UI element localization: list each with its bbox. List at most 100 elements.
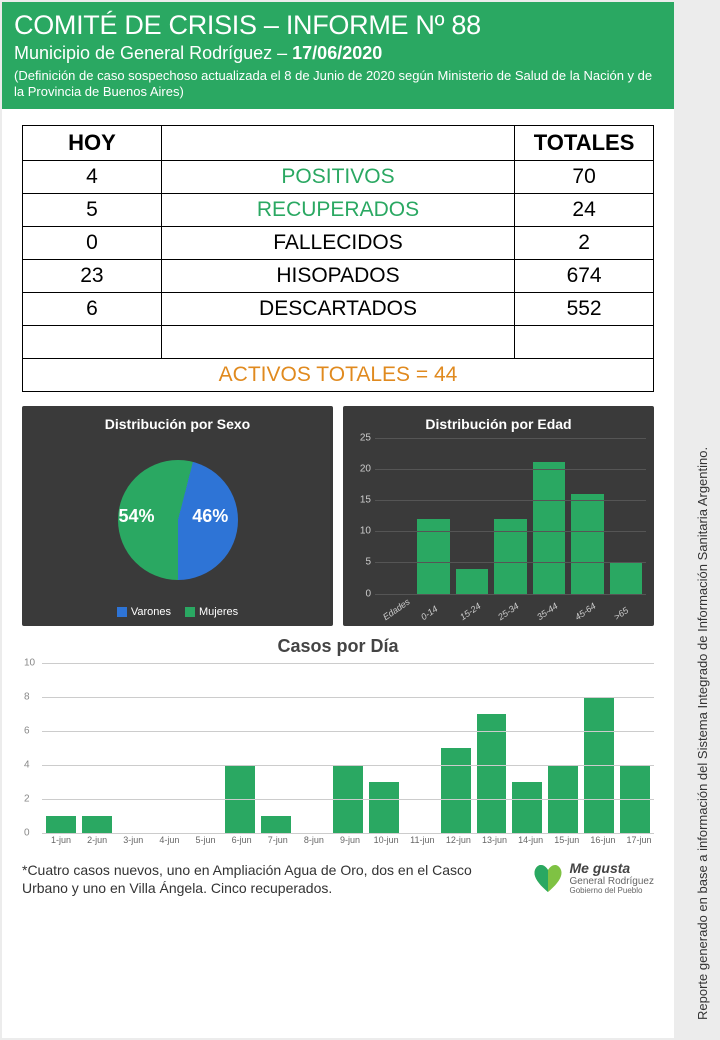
age-xlabel: 0-14: [419, 595, 451, 622]
daily-bar: [46, 816, 76, 833]
legend-item: Mujeres: [185, 606, 238, 618]
age-ylabel: 25: [353, 432, 371, 443]
table-row: 4POSITIVOS70: [23, 160, 654, 193]
daily-xlabel: 10-jun: [371, 835, 401, 845]
pie-slice-label-1: 46%: [192, 506, 228, 527]
logo-line3: Gobierno del Pueblo: [570, 887, 655, 896]
charts-row: Distribución por Sexo 54% 46% Varones Muj…: [2, 392, 674, 626]
logo-text: Me gusta General Rodríguez Gobierno del …: [570, 861, 655, 896]
age-xlabel: 15-24: [458, 595, 490, 622]
daily-xlabel: 7-jun: [263, 835, 293, 845]
cell-today: 6: [23, 292, 162, 325]
daily-title: Casos por Día: [22, 636, 654, 657]
daily-xlabel: 15-jun: [552, 835, 582, 845]
cell-label: HISOPADOS: [161, 259, 514, 292]
pie-slice-label-0: 54%: [119, 506, 155, 527]
table-row: 6DESCARTADOS552: [23, 292, 654, 325]
daily-xlabel: 8-jun: [299, 835, 329, 845]
cell-label: DESCARTADOS: [161, 292, 514, 325]
daily-bars: [46, 663, 650, 833]
age-xlabel: >65: [612, 595, 644, 622]
daily-xlabel: 16-jun: [588, 835, 618, 845]
cell-today: 23: [23, 259, 162, 292]
daily-xlabel: 11-jun: [407, 835, 437, 845]
footer: *Cuatro casos nuevos, uno en Ampliación …: [2, 845, 674, 899]
cell-label: POSITIVOS: [161, 160, 514, 193]
age-ylabel: 10: [353, 526, 371, 537]
daily-ylabel: 2: [24, 793, 30, 804]
age-bar: [571, 494, 603, 594]
heart-icon: [530, 862, 566, 894]
daily-bar: [512, 782, 542, 833]
daily-xlabel: 9-jun: [335, 835, 365, 845]
daily-xlabel: 13-jun: [480, 835, 510, 845]
cell-total: 552: [515, 292, 654, 325]
age-ylabel: 0: [353, 588, 371, 599]
daily-xlabel: 3-jun: [118, 835, 148, 845]
cell-today: 4: [23, 160, 162, 193]
age-ylabel: 15: [353, 494, 371, 505]
summary-table-wrap: HOY TOTALES 4POSITIVOS705RECUPERADOS240F…: [2, 109, 674, 392]
age-xlabel: 45-64: [573, 595, 605, 622]
legend-item: Varones: [117, 606, 171, 618]
daily-xlabel: 1-jun: [46, 835, 76, 845]
daily-wrap: Casos por Día 0 2 4 6 8 10 1-jun 2-jun 3-jun 4-j…: [2, 626, 674, 845]
daily-bar: [441, 748, 471, 833]
report-date: 17/06/2020: [292, 43, 382, 63]
daily-xlabel: 5-jun: [191, 835, 221, 845]
footer-text: *Cuatro casos nuevos, uno en Ampliación …: [22, 861, 520, 899]
logo-area: Me gusta General Rodríguez Gobierno del …: [530, 861, 655, 896]
daily-bar: [82, 816, 112, 833]
age-ylabel: 5: [353, 557, 371, 568]
pie-legend: Varones Mujeres: [30, 606, 325, 618]
age-bar: [494, 519, 526, 594]
daily-ylabel: 8: [24, 691, 30, 702]
header: COMITÉ DE CRISIS – INFORME Nº 88 Municip…: [2, 2, 674, 109]
daily-xlabel: 12-jun: [443, 835, 473, 845]
age-xlabel: 25-34: [496, 595, 528, 622]
cell-label: FALLECIDOS: [161, 226, 514, 259]
age-bar: [533, 462, 565, 593]
cell-total: 674: [515, 259, 654, 292]
cell-today: 0: [23, 226, 162, 259]
pie-title: Distribución por Sexo: [30, 416, 325, 432]
daily-ylabel: 6: [24, 725, 30, 736]
subtitle-prefix: Municipio de General Rodríguez –: [14, 43, 292, 63]
table-row: 23HISOPADOS674: [23, 259, 654, 292]
cell-total: 24: [515, 193, 654, 226]
col-label-header: [161, 125, 514, 160]
daily-xlabel: 2-jun: [82, 835, 112, 845]
age-ylabel: 20: [353, 463, 371, 474]
age-bar-area: Edades0-1415-2425-3435-4445-64>65 051015…: [375, 438, 646, 594]
daily-bar: [261, 816, 291, 833]
age-xlabel: 35-44: [535, 595, 567, 622]
daily-xlabel: 6-jun: [227, 835, 257, 845]
age-bar: [610, 562, 642, 593]
cell-total: 70: [515, 160, 654, 193]
daily-xlabel: 17-jun: [624, 835, 654, 845]
cell-today: 5: [23, 193, 162, 226]
col-today-header: HOY: [23, 125, 162, 160]
daily-xlabel: 14-jun: [516, 835, 546, 845]
daily-ylabel: 0: [24, 827, 30, 838]
daily-ylabel: 10: [24, 657, 35, 668]
age-bar-card: Distribución por Edad Edades0-1415-2425-…: [343, 406, 654, 626]
age-bar: [456, 569, 488, 594]
age-bars: [379, 438, 642, 594]
col-totals-header: TOTALES: [515, 125, 654, 160]
daily-xlabels: 1-jun 2-jun 3-jun 4-jun 5-jun 6-jun 7-jun 8-jun…: [46, 835, 654, 845]
table-row: 5RECUPERADOS24: [23, 193, 654, 226]
cell-label: RECUPERADOS: [161, 193, 514, 226]
pie-chart-card: Distribución por Sexo 54% 46% Varones Muj…: [22, 406, 333, 626]
report-title: COMITÉ DE CRISIS – INFORME Nº 88: [14, 10, 662, 41]
activos-totales: ACTIVOS TOTALES = 44: [23, 358, 654, 391]
daily-xlabel: 4-jun: [154, 835, 184, 845]
age-bar: [417, 519, 449, 594]
blank-cell: [23, 325, 162, 358]
daily-bar: [369, 782, 399, 833]
pie-area: 54% 46%: [30, 438, 325, 602]
summary-table: HOY TOTALES 4POSITIVOS705RECUPERADOS240F…: [22, 125, 654, 392]
daily-ylabel: 4: [24, 759, 30, 770]
definition-note: (Definición de caso sospechoso actualiza…: [14, 68, 662, 101]
table-row: 0FALLECIDOS2: [23, 226, 654, 259]
